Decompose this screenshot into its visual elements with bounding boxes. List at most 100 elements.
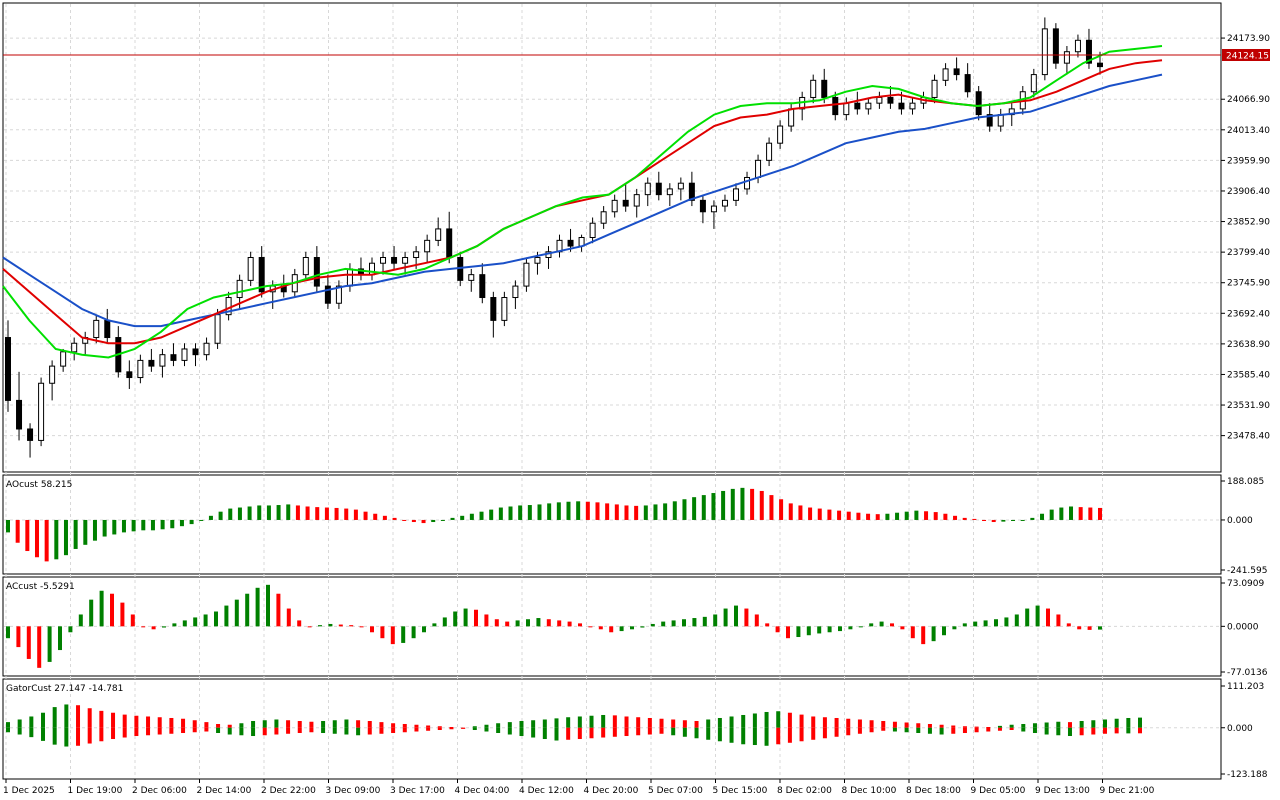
ac-bar xyxy=(37,626,42,668)
candle-body xyxy=(710,205,717,213)
gator-down-bar xyxy=(601,727,606,738)
gator-up-bar xyxy=(332,720,337,728)
candle-body xyxy=(435,228,442,241)
gator-down-bar xyxy=(717,727,722,742)
ao-bar xyxy=(740,487,745,520)
price-tick-label: 23745.90 xyxy=(1227,279,1270,289)
ac-bar xyxy=(588,626,593,628)
gator-up-bar xyxy=(1138,717,1142,728)
ao-bar-tick-label: 188.085 xyxy=(1227,477,1264,487)
ac-bar xyxy=(318,625,322,627)
gator-up-bar xyxy=(519,720,524,728)
ao-bar xyxy=(324,507,329,520)
gator-down-bar xyxy=(414,727,419,732)
gator-up-bar xyxy=(1114,718,1119,728)
candle-body xyxy=(744,176,751,190)
ao-bar xyxy=(1030,517,1035,520)
candle-body xyxy=(38,382,45,441)
gator-down-bar xyxy=(286,727,291,734)
candle-body xyxy=(931,79,938,98)
candle-body xyxy=(887,96,894,104)
candle-body xyxy=(821,79,828,98)
ao-panel[interactable] xyxy=(2,474,1222,575)
gator-up-bar xyxy=(1032,723,1037,728)
gator-up-bar xyxy=(134,715,139,728)
ao-bar xyxy=(682,499,687,520)
ac-bar xyxy=(120,602,125,627)
candle-body xyxy=(854,102,861,110)
ac-bar xyxy=(359,626,364,628)
candle-body xyxy=(721,199,728,207)
gator-down-bar xyxy=(391,727,396,734)
gator-down-bar xyxy=(869,727,874,733)
ao-bar xyxy=(759,490,764,520)
ac-bar xyxy=(900,626,905,630)
ac-bar xyxy=(1035,605,1040,627)
time-tick-label: 2 Dec 22:00 xyxy=(261,786,316,796)
gator-down-bar xyxy=(904,727,909,733)
time-tick-label: 8 Dec 02:00 xyxy=(777,786,832,796)
ao-bar xyxy=(44,519,49,562)
candle-body xyxy=(810,79,817,98)
candle-body xyxy=(16,399,23,430)
ac-bar xyxy=(754,614,759,627)
gator-down-bar xyxy=(916,727,921,734)
gator-up-bar xyxy=(87,708,92,728)
gator-up-bar xyxy=(449,726,454,728)
ao-bar xyxy=(672,501,677,520)
candle-body xyxy=(699,199,706,213)
gator-up-bar xyxy=(577,716,582,728)
candle-body xyxy=(1030,74,1037,93)
ac-bar xyxy=(297,620,302,627)
ac-bar xyxy=(515,620,520,627)
gator-down-bar xyxy=(566,727,571,740)
ac-bar xyxy=(827,626,832,633)
ao-bar xyxy=(701,495,706,520)
gator-down-bar xyxy=(951,727,956,734)
ac-bar xyxy=(671,620,676,627)
gator-down-bar xyxy=(962,727,967,734)
ao-bar xyxy=(788,503,793,520)
gator-down-bar xyxy=(484,727,489,732)
time-tick-label: 9 Dec 21:00 xyxy=(1100,786,1155,796)
price-tick-label: 24066.90 xyxy=(1227,95,1270,105)
candle-body xyxy=(788,108,795,127)
price-panel[interactable] xyxy=(2,2,1222,473)
gator-down-bar xyxy=(811,727,816,740)
ac-bar xyxy=(58,626,62,651)
ac-bar xyxy=(432,623,437,627)
ac-bar xyxy=(692,618,697,627)
candle-body xyxy=(942,68,949,81)
ao-bar xyxy=(469,513,474,520)
ac-bar xyxy=(141,626,146,628)
gator-up-bar xyxy=(122,714,127,728)
ac-bar xyxy=(890,623,894,627)
ao-bar xyxy=(1011,519,1016,521)
gator-up-bar xyxy=(624,716,629,728)
ao-bar xyxy=(286,504,291,520)
ac-bar-tick-label: 0.0000 xyxy=(1227,622,1259,632)
ac-bar xyxy=(494,619,499,627)
gator-up-bar xyxy=(939,724,944,728)
ac-bar xyxy=(661,621,666,627)
gator-up-bar xyxy=(414,724,419,728)
gator-up-bar xyxy=(846,718,851,728)
gator-up-bar xyxy=(694,720,699,728)
ac-bar xyxy=(765,623,770,627)
candle-body xyxy=(468,274,475,281)
ac-bar xyxy=(47,626,52,662)
ao-bar xyxy=(614,504,619,520)
ao-bar xyxy=(566,501,571,520)
ac-bar xyxy=(962,623,967,627)
ao-bar xyxy=(392,517,397,520)
candle-body xyxy=(1097,62,1103,68)
candle-body xyxy=(159,354,166,367)
gator-up-bar xyxy=(1044,722,1049,728)
gator-up-bar xyxy=(869,720,874,728)
ac-bar xyxy=(806,626,811,636)
ao-bar xyxy=(827,509,832,520)
candle-body xyxy=(60,351,67,367)
ao-bar xyxy=(102,519,107,537)
gator-down-bar xyxy=(99,727,104,742)
